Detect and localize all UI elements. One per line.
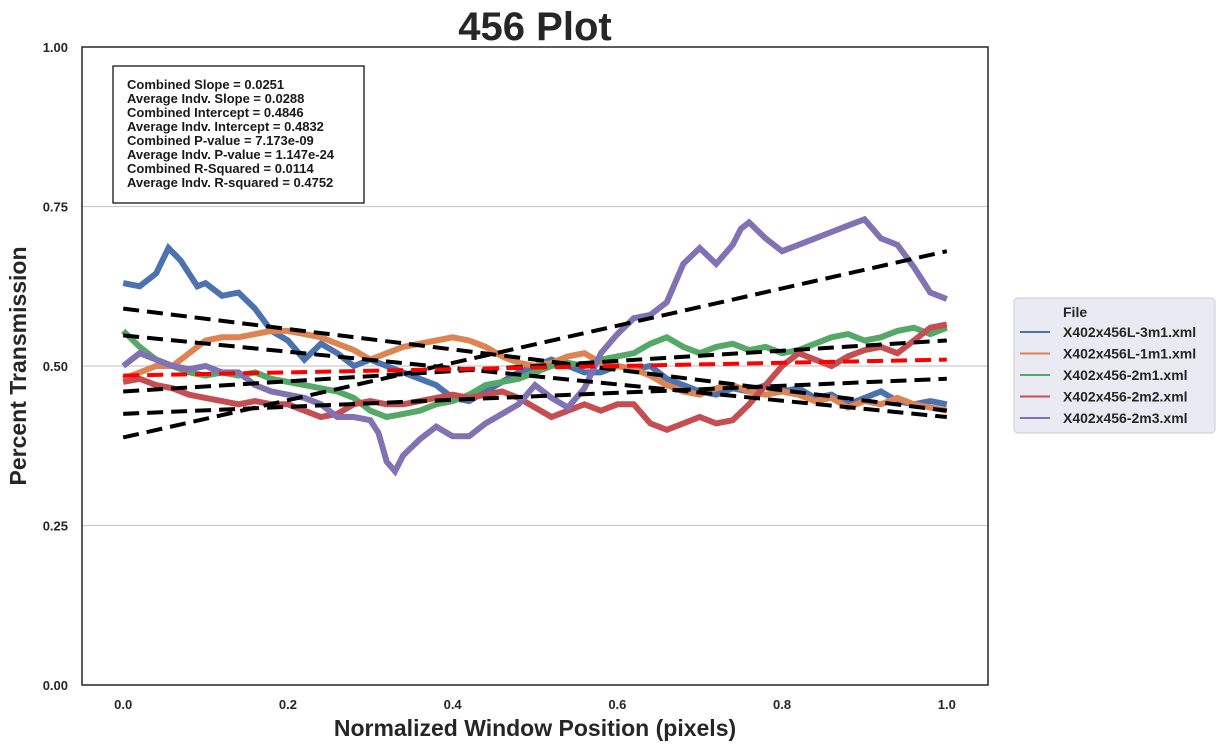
stats-line: Average Indv. P-value = 1.147e-24: [127, 147, 335, 162]
stats-line: Average Indv. R-squared = 0.4752: [127, 175, 333, 190]
legend-label: X402x456-2m3.xml: [1063, 410, 1188, 426]
y-tick-label: 1.00: [43, 40, 68, 55]
individual-fit-line: [123, 376, 947, 416]
y-tick-label: 0.50: [43, 359, 68, 374]
x-tick-label: 0.4: [444, 697, 463, 712]
series-layer: [121, 215, 948, 477]
y-axis-label: Percent Transmission: [5, 246, 31, 485]
series-line: [121, 215, 948, 477]
individual-fit-line: [122, 306, 948, 413]
legend-label: X402x456L-3m1.xml: [1063, 324, 1196, 340]
chart-title: 456 Plot: [458, 5, 611, 49]
x-tick-label: 0.2: [279, 697, 297, 712]
stats-line: Average Indv. Slope = 0.0288: [127, 91, 304, 106]
stats-line: Combined Slope = 0.0251: [127, 77, 284, 92]
individual-fit-line: [122, 249, 948, 440]
series-line: [122, 321, 948, 434]
legend: File X402x456L-3m1.xmlX402x456L-1m1.xmlX…: [1013, 297, 1216, 434]
stats-line: Combined Intercept = 0.4846: [127, 105, 304, 120]
stats-box-frame: [112, 65, 365, 204]
stats-box: Combined Slope = 0.0251 Average Indv. Sl…: [112, 65, 365, 204]
y-tick-label: 0.25: [43, 519, 68, 534]
x-axis-ticks: 0.0 0.2 0.4 0.6 0.8 1.0: [114, 697, 956, 712]
series-line: [121, 324, 948, 421]
legend-frame: [1013, 297, 1216, 434]
y-tick-label: 0.75: [43, 200, 68, 215]
x-axis-label: Normalized Window Position (pixels): [334, 715, 736, 741]
y-tick-label: 0.00: [43, 678, 68, 693]
legend-title: File: [1063, 304, 1087, 320]
stats-line: Combined R-Squared = 0.0114: [127, 161, 315, 176]
x-tick-label: 0.8: [773, 697, 791, 712]
legend-label: X402x456L-1m1.xml: [1063, 346, 1196, 362]
x-tick-label: 1.0: [938, 697, 956, 712]
x-tick-label: 0.0: [114, 697, 132, 712]
regression-layer: [122, 249, 948, 440]
individual-fit-line: [122, 333, 948, 420]
x-tick-label: 0.6: [608, 697, 626, 712]
y-axis-ticks: 0.00 0.25 0.50 0.75 1.00: [43, 40, 68, 693]
plot-frame: [81, 46, 989, 686]
legend-label: X402x456-2m1.xml: [1063, 367, 1188, 383]
legend-label: X402x456-2m2.xml: [1063, 389, 1188, 405]
legend-items: X402x456L-3m1.xml X402x456L-1m1.xml X402x4…: [1020, 324, 1196, 426]
combined-fit-line: [123, 357, 947, 378]
stats-line: Average Indv. Intercept = 0.4832: [127, 119, 324, 134]
series-line: [122, 242, 948, 408]
stats-line: Combined P-value = 7.173e-09: [127, 133, 314, 148]
